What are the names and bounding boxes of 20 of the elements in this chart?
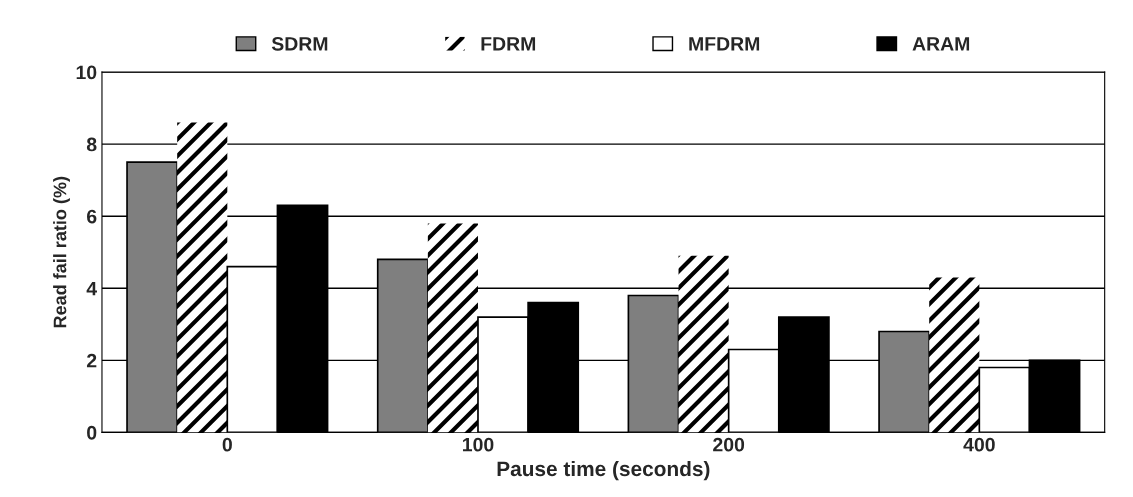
legend-label: ARAM bbox=[912, 37, 970, 51]
x-tick-label: 100 bbox=[462, 437, 494, 452]
legend-label: FDRM bbox=[481, 37, 536, 51]
bar bbox=[678, 255, 729, 433]
x-tick-label: 0 bbox=[222, 437, 232, 452]
x-axis-title: Pause time (seconds) bbox=[497, 460, 710, 481]
y-axis-title: Read fail ratio (%) bbox=[53, 176, 70, 328]
x-tick-label: 400 bbox=[963, 437, 995, 452]
y-tick-label: 2 bbox=[86, 353, 97, 368]
y-tick-label: 10 bbox=[76, 65, 97, 80]
y-tick-label: 0 bbox=[87, 425, 97, 440]
x-tick-label: 200 bbox=[713, 437, 745, 452]
bar bbox=[929, 277, 980, 433]
bar bbox=[177, 122, 228, 433]
legend-label: MFDRM bbox=[689, 37, 760, 51]
y-tick-label: 4 bbox=[86, 281, 98, 296]
bar bbox=[427, 223, 478, 433]
legend-label: SDRM bbox=[271, 36, 328, 51]
y-tick-label: 8 bbox=[86, 137, 97, 152]
y-tick-label: 6 bbox=[87, 209, 97, 224]
